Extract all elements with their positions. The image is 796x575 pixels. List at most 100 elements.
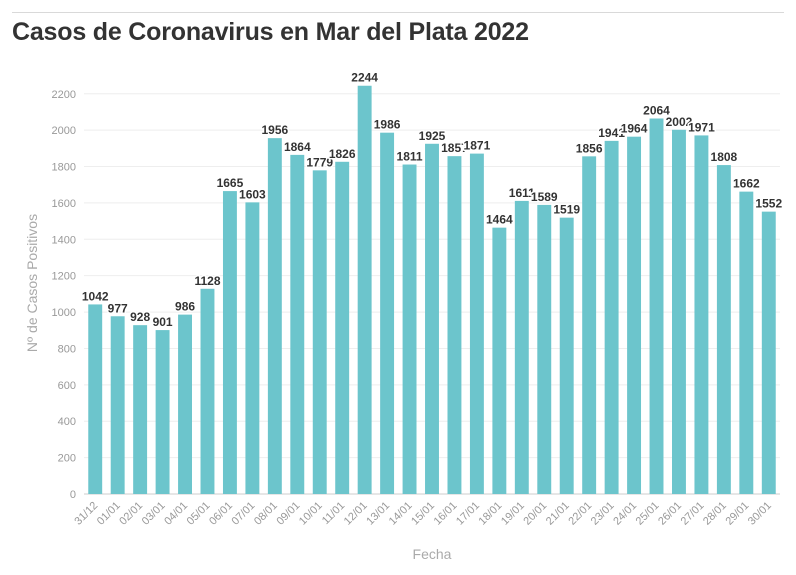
bar bbox=[447, 156, 462, 494]
bar-value-label: 1808 bbox=[711, 150, 738, 164]
x-tick-label: 29/01 bbox=[723, 500, 751, 528]
y-tick-label: 0 bbox=[70, 489, 76, 501]
x-axis-title: Fecha bbox=[413, 546, 452, 562]
x-tick-label: 30/01 bbox=[746, 500, 774, 528]
bar bbox=[469, 153, 484, 495]
bar-value-label: 1971 bbox=[688, 120, 715, 134]
x-tick-label: 05/01 bbox=[185, 500, 213, 528]
y-tick-label: 1200 bbox=[52, 271, 76, 283]
bar-value-label: 1042 bbox=[82, 289, 109, 303]
bar-value-label: 1665 bbox=[217, 176, 244, 190]
bars bbox=[88, 85, 776, 495]
x-tick-label: 07/01 bbox=[230, 500, 258, 528]
bar bbox=[380, 132, 395, 495]
y-tick-label: 2200 bbox=[52, 89, 76, 101]
x-tick-label: 03/01 bbox=[140, 500, 168, 528]
bar bbox=[133, 325, 148, 494]
x-tick-label: 15/01 bbox=[409, 500, 437, 528]
bar-value-label: 1811 bbox=[397, 150, 423, 164]
y-axis-title: Nº de Casos Positivos bbox=[24, 214, 40, 352]
bar-value-label: 1986 bbox=[374, 118, 401, 132]
x-tick-label: 04/01 bbox=[162, 500, 190, 528]
bar-value-label: 1779 bbox=[306, 155, 333, 169]
bar bbox=[425, 143, 439, 495]
bar-value-label: 1864 bbox=[284, 140, 311, 154]
bar-value-label: 928 bbox=[130, 310, 150, 324]
bar bbox=[178, 314, 192, 494]
bar bbox=[267, 138, 282, 495]
y-axis-ticks: 0 200 400 600 800 1000 1200 1400 1600 1800 2000 220… bbox=[52, 89, 76, 501]
y-tick-label: 400 bbox=[58, 416, 76, 428]
x-tick-label: 12/01 bbox=[342, 500, 370, 528]
bar-value-label: 1552 bbox=[755, 197, 782, 211]
bar bbox=[312, 170, 327, 494]
bar bbox=[694, 135, 709, 495]
x-tick-label: 16/01 bbox=[432, 500, 460, 528]
bar bbox=[335, 161, 350, 494]
bar-value-label: 977 bbox=[108, 301, 128, 315]
bar bbox=[155, 330, 170, 494]
bar bbox=[559, 217, 574, 495]
x-tick-label: 01/01 bbox=[95, 500, 123, 528]
bar bbox=[761, 211, 776, 494]
x-tick-label: 17/01 bbox=[454, 500, 482, 528]
bar bbox=[716, 165, 731, 494]
x-tick-label: 08/01 bbox=[252, 500, 280, 528]
bar bbox=[357, 85, 372, 494]
x-tick-label: 28/01 bbox=[701, 500, 729, 528]
x-tick-label: 22/01 bbox=[566, 500, 594, 528]
bar-value-label: 1871 bbox=[464, 139, 491, 153]
bar bbox=[604, 140, 619, 494]
bar bbox=[245, 202, 260, 494]
bar bbox=[222, 191, 237, 494]
y-tick-label: 200 bbox=[58, 453, 76, 465]
bar bbox=[649, 118, 664, 494]
bar bbox=[290, 154, 305, 494]
x-tick-label: 20/01 bbox=[521, 500, 549, 528]
bar bbox=[514, 200, 529, 494]
y-tick-label: 1400 bbox=[52, 234, 76, 246]
x-tick-label: 19/01 bbox=[499, 500, 527, 528]
top-divider bbox=[12, 12, 784, 13]
x-tick-label: 27/01 bbox=[679, 500, 707, 528]
bar-value-label: 901 bbox=[153, 315, 173, 329]
bar bbox=[200, 288, 215, 494]
y-tick-label: 1600 bbox=[52, 198, 76, 210]
bar bbox=[582, 156, 597, 494]
bar-value-label: 1941 bbox=[598, 126, 625, 140]
x-tick-label: 14/01 bbox=[387, 500, 415, 528]
bar-value-label: 1857 bbox=[441, 141, 468, 155]
x-tick-label: 11/01 bbox=[320, 500, 347, 527]
bar-value-label: 2244 bbox=[351, 71, 378, 85]
x-tick-label: 06/01 bbox=[207, 500, 235, 528]
bar-value-label: 2002 bbox=[666, 115, 693, 129]
bar-value-label: 1611 bbox=[509, 186, 535, 200]
y-tick-label: 1800 bbox=[52, 162, 76, 174]
x-tick-label: 02/01 bbox=[117, 500, 145, 528]
bar bbox=[672, 129, 686, 495]
y-tick-label: 2000 bbox=[52, 125, 76, 137]
bar-value-label: 1603 bbox=[239, 187, 266, 201]
bar bbox=[627, 136, 642, 494]
x-tick-label: 13/01 bbox=[364, 500, 392, 528]
bar-value-label: 986 bbox=[175, 300, 195, 314]
bar-value-label: 1826 bbox=[329, 147, 356, 161]
x-tick-label: 18/01 bbox=[477, 500, 505, 528]
y-tick-label: 1000 bbox=[52, 307, 76, 319]
y-tick-label: 600 bbox=[58, 380, 76, 392]
bar bbox=[739, 191, 754, 495]
bar-value-label: 1925 bbox=[419, 129, 446, 143]
x-tick-label: 26/01 bbox=[656, 500, 684, 528]
bar-value-label: 1519 bbox=[553, 203, 580, 217]
bar-value-label: 1856 bbox=[576, 141, 603, 155]
bar-value-label: 1956 bbox=[261, 123, 288, 137]
bar-value-label: 1464 bbox=[486, 213, 513, 227]
x-tick-label: 31/12 bbox=[72, 500, 100, 528]
bar bbox=[402, 164, 417, 494]
y-tick-label: 800 bbox=[58, 343, 76, 355]
x-tick-label: 21/01 bbox=[544, 500, 572, 528]
x-axis-ticks: 31/1201/0102/0103/0104/0105/0106/0107/01… bbox=[72, 500, 774, 528]
